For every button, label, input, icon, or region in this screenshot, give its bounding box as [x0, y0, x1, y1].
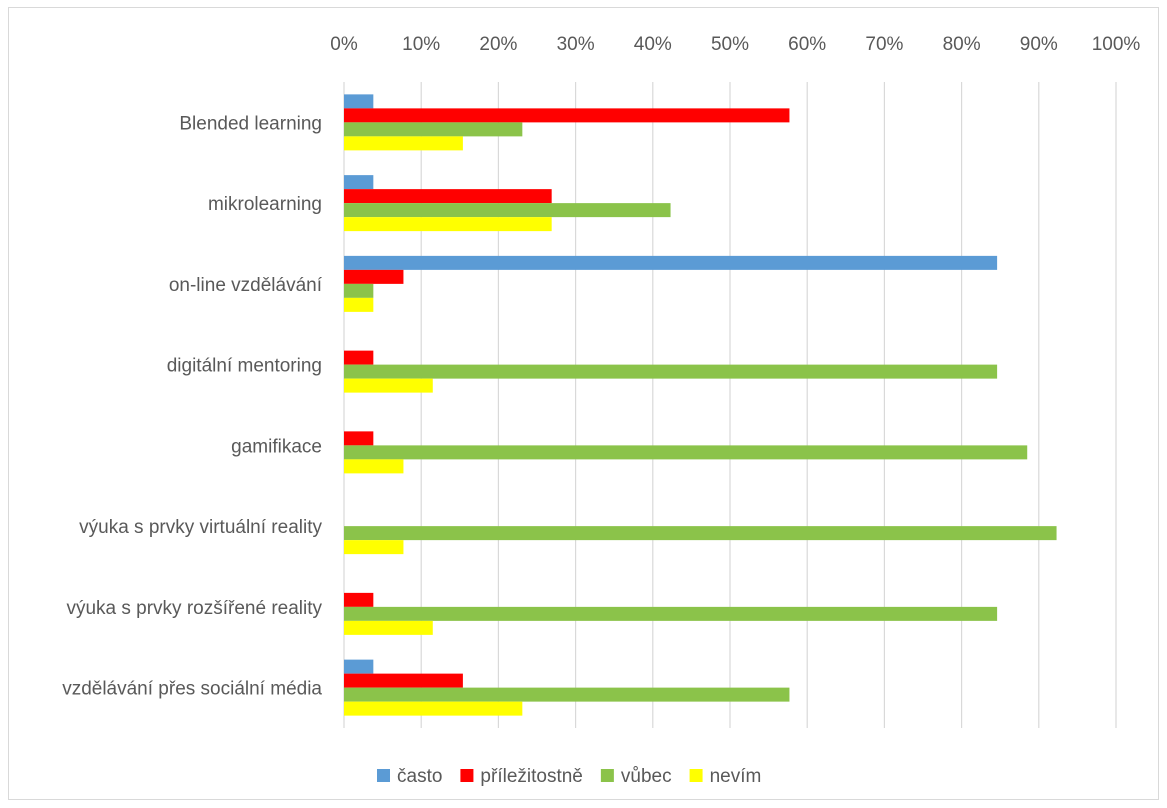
legend-swatch: [460, 769, 474, 782]
category-label: on-line vzdělávání: [169, 275, 323, 296]
bar: [344, 659, 374, 674]
legend-label: vůbec: [621, 766, 672, 787]
legend: často příležitostně vůbec nevím: [377, 766, 761, 787]
bar: [344, 269, 404, 284]
category-label: výuka s prvky virtuální reality: [79, 517, 322, 538]
legend-label: často: [397, 766, 442, 787]
bar: [344, 540, 404, 555]
bar: [344, 445, 1028, 460]
bar: [344, 687, 790, 702]
bar: [344, 673, 463, 688]
bar: [344, 122, 523, 137]
chart-frame: 0% 10% 20% 30% 40% 50% 60% 70% 80% 90% 100% Blende…: [8, 7, 1159, 800]
bar: [344, 217, 552, 232]
category-label: mikrolearning: [208, 194, 322, 215]
x-tick-label: 100%: [1092, 34, 1141, 55]
bar: [344, 459, 404, 474]
bar: [344, 175, 374, 190]
legend-swatch: [377, 769, 390, 782]
category-labels: Blended learning mikrolearning on-line vzd…: [62, 113, 323, 699]
category-label: Blended learning: [179, 113, 322, 134]
x-axis-ticks: 0% 10% 20% 30% 40% 50% 60% 70% 80% 90% 100%: [330, 34, 1140, 55]
x-tick-label: 70%: [865, 34, 903, 55]
bars: [344, 94, 1057, 716]
bar: [344, 255, 998, 270]
legend-label: nevím: [710, 766, 762, 787]
category-label: výuka s prvky rozšířené reality: [66, 598, 322, 619]
x-tick-label: 30%: [557, 34, 595, 55]
bar: [344, 526, 1057, 541]
bar: [344, 203, 671, 218]
bar: [344, 431, 374, 446]
x-tick-label: 0%: [330, 34, 358, 55]
bar: [344, 297, 374, 312]
bar: [344, 283, 374, 298]
bar: [344, 378, 433, 393]
bar: [344, 364, 998, 379]
legend-label: příležitostně: [480, 766, 582, 787]
x-tick-label: 40%: [634, 34, 672, 55]
bar: [344, 136, 463, 151]
bar: [344, 620, 433, 635]
x-tick-label: 80%: [943, 34, 981, 55]
bar: [344, 94, 374, 109]
bar: [344, 701, 523, 716]
bar: [344, 108, 790, 123]
category-label: vzdělávání přes sociální média: [62, 679, 322, 700]
x-tick-label: 90%: [1020, 34, 1058, 55]
bar: [344, 606, 998, 621]
x-tick-label: 10%: [402, 34, 440, 55]
x-tick-label: 60%: [788, 34, 826, 55]
gridlines: [343, 82, 1117, 728]
bar: [344, 592, 374, 607]
bar: [344, 350, 374, 365]
category-label: gamifikace: [231, 436, 322, 457]
bar-chart: 0% 10% 20% 30% 40% 50% 60% 70% 80% 90% 100% Blende…: [62, 34, 1140, 787]
x-tick-label: 50%: [711, 34, 749, 55]
legend-swatch: [600, 769, 614, 782]
bar: [344, 189, 552, 204]
x-tick-label: 20%: [479, 34, 517, 55]
legend-swatch: [689, 769, 703, 782]
category-label: digitální mentoring: [167, 356, 322, 377]
